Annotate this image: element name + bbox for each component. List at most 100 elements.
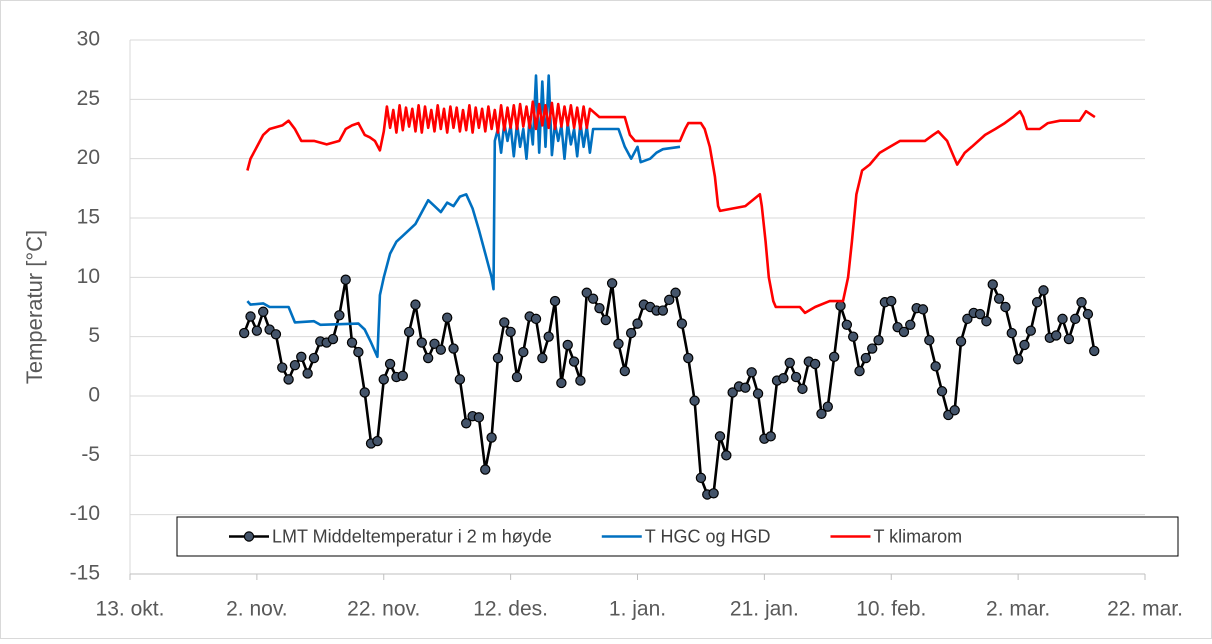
data-point	[340, 274, 351, 285]
data-point	[993, 293, 1005, 304]
data-point	[676, 318, 688, 329]
data-point	[841, 319, 853, 330]
data-point	[505, 326, 516, 338]
data-point	[410, 299, 421, 310]
data-point	[530, 313, 542, 325]
data-point	[587, 293, 599, 304]
data-point	[1057, 313, 1068, 325]
data-point	[695, 472, 707, 484]
data-point	[930, 361, 941, 372]
data-point	[492, 352, 504, 364]
data-point	[537, 352, 548, 364]
data-point	[289, 359, 301, 371]
data-point	[308, 352, 320, 364]
data-point	[568, 356, 580, 367]
data-point	[873, 335, 884, 346]
data-point	[403, 326, 415, 338]
data-point	[245, 311, 256, 322]
data-point	[632, 318, 643, 329]
data-point	[581, 287, 592, 298]
data-point	[296, 351, 307, 363]
y-tick-label: 25	[77, 87, 100, 110]
data-point	[740, 382, 751, 393]
series-line	[246, 100, 1096, 315]
data-point	[1050, 330, 1062, 341]
data-point	[898, 326, 910, 338]
data-point	[277, 362, 288, 373]
data-point	[670, 287, 681, 298]
data-point	[974, 308, 986, 320]
x-tick-label: 10. feb.	[856, 598, 926, 621]
data-point	[835, 300, 846, 312]
data-point	[429, 338, 440, 349]
data-point	[454, 374, 466, 385]
data-point	[822, 401, 834, 412]
data-point	[1076, 297, 1087, 308]
data-point	[778, 373, 789, 384]
data-point	[346, 337, 358, 348]
data-point	[1082, 308, 1094, 320]
data-point	[683, 352, 694, 364]
y-tick-label: -10	[70, 502, 100, 525]
data-point	[746, 367, 757, 378]
y-tick-label: -5	[81, 443, 100, 466]
data-point	[422, 352, 434, 364]
data-point	[797, 383, 808, 395]
data-point	[752, 388, 764, 399]
y-tick-label: 15	[77, 206, 100, 229]
data-point	[664, 294, 675, 306]
legend-box	[176, 516, 1179, 557]
data-point	[867, 343, 878, 354]
data-point	[816, 408, 827, 419]
legend-marker	[243, 531, 255, 542]
data-point	[499, 317, 510, 328]
y-tick-label: 0	[88, 384, 100, 407]
x-tick-label: 22. nov.	[347, 598, 420, 621]
data-point	[606, 278, 618, 289]
data-point	[625, 327, 637, 339]
data-point	[1089, 345, 1100, 357]
data-point	[480, 464, 491, 475]
data-point	[924, 335, 935, 346]
series-line	[246, 74, 681, 359]
data-point	[416, 337, 428, 348]
legend-label: T HGC og HGD	[645, 526, 771, 546]
data-point	[549, 295, 561, 307]
data-point	[283, 374, 294, 385]
data-point	[486, 432, 497, 443]
data-point	[860, 352, 872, 364]
y-tick-label: 30	[77, 28, 100, 51]
data-point	[441, 312, 453, 323]
data-point	[657, 305, 669, 316]
data-point	[721, 450, 732, 461]
data-point	[1038, 285, 1049, 296]
data-point	[765, 431, 776, 442]
data-point	[435, 344, 447, 355]
x-tick-label: 22. mar.	[1107, 598, 1183, 621]
data-point	[1063, 333, 1075, 345]
data-point	[556, 377, 567, 389]
data-point	[1025, 325, 1037, 336]
data-point	[714, 431, 726, 442]
data-point	[353, 346, 364, 358]
y-tick-label: 5	[88, 324, 100, 347]
data-point	[854, 365, 865, 377]
y-tick-label: -15	[70, 562, 100, 585]
data-point	[619, 365, 631, 377]
data-point	[1012, 354, 1024, 365]
data-point	[917, 304, 929, 315]
x-tick-label: 2. mar.	[986, 598, 1050, 621]
data-point	[981, 316, 992, 327]
data-point	[790, 371, 802, 383]
legend-label: LMT Middeltemperatur i 2 m høyde	[272, 526, 552, 546]
data-point	[809, 358, 821, 370]
x-tick-label: 2. nov.	[226, 598, 287, 621]
data-point	[384, 358, 396, 370]
data-point	[543, 331, 554, 342]
data-point	[987, 279, 998, 290]
data-point	[270, 329, 282, 340]
data-point	[378, 374, 389, 385]
data-point	[784, 357, 795, 368]
data-point	[689, 395, 700, 406]
